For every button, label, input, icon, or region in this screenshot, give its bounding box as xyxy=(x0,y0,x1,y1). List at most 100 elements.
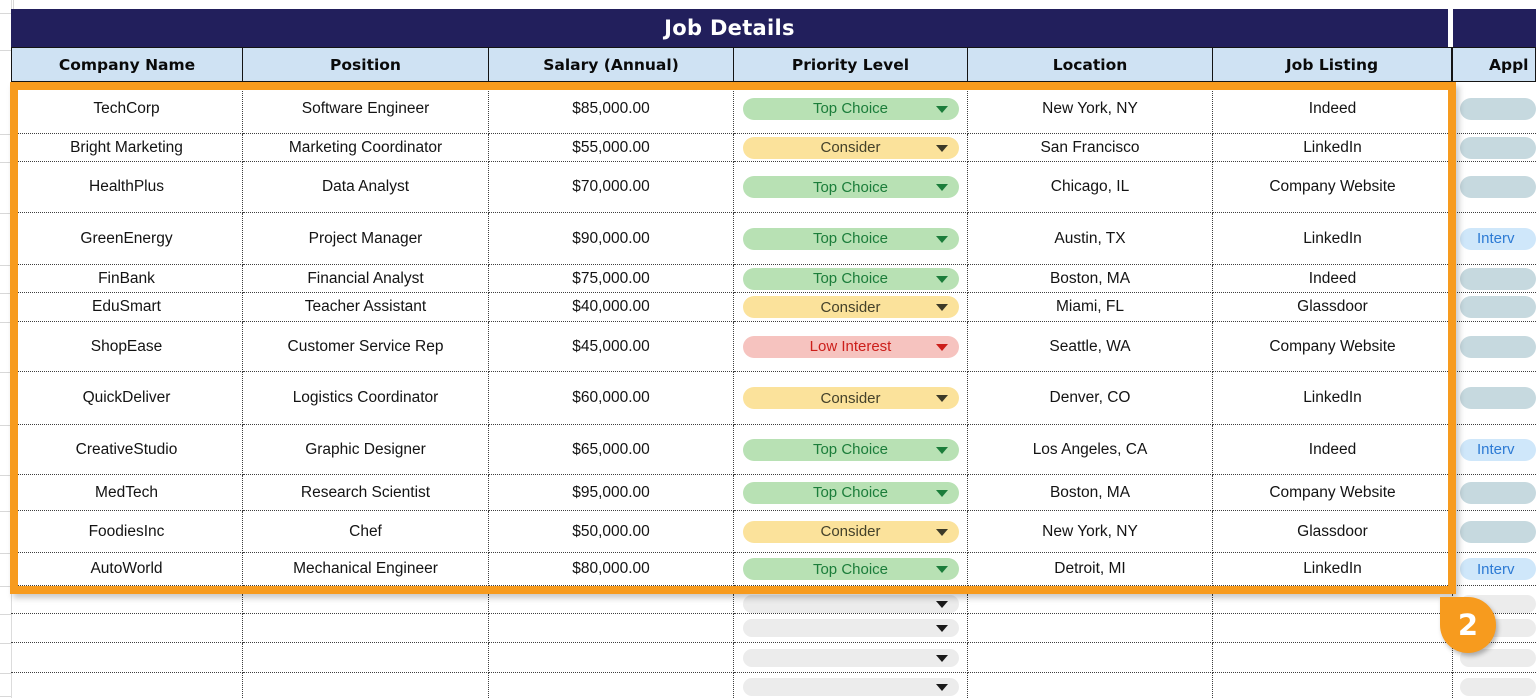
cell-salary[interactable]: $45,000.00 xyxy=(489,322,734,372)
priority-dropdown[interactable]: Consider xyxy=(742,387,959,409)
application-title-cell[interactable] xyxy=(1453,9,1536,47)
cell-position[interactable]: Research Scientist xyxy=(243,475,489,511)
cell-company[interactable]: MedTech xyxy=(11,475,243,511)
cell-priority[interactable]: Consider xyxy=(734,134,968,162)
cell-priority[interactable]: Top Choice xyxy=(734,162,968,213)
cell-salary[interactable]: $80,000.00 xyxy=(489,553,734,586)
cell-priority[interactable]: Top Choice xyxy=(734,265,968,293)
cell-job-listing[interactable]: LinkedIn xyxy=(1213,134,1452,162)
application-status-chip[interactable] xyxy=(1460,176,1536,198)
priority-dropdown[interactable] xyxy=(742,678,959,696)
priority-dropdown[interactable]: Top Choice xyxy=(742,558,959,580)
cell-location[interactable] xyxy=(968,643,1213,673)
cell-job-listing[interactable]: Indeed xyxy=(1213,265,1452,293)
cell-company[interactable]: TechCorp xyxy=(11,84,243,134)
application-status-chip[interactable] xyxy=(1460,648,1536,667)
cell-application-status[interactable] xyxy=(1452,293,1536,322)
cell-priority[interactable] xyxy=(734,643,968,673)
cell-priority[interactable] xyxy=(734,614,968,643)
cell-application-status[interactable]: Interv xyxy=(1452,553,1536,586)
column-header-priority-level[interactable]: Priority Level xyxy=(734,47,968,82)
cell-company[interactable]: Bright Marketing xyxy=(11,134,243,162)
cell-salary[interactable]: $70,000.00 xyxy=(489,162,734,213)
cell-salary[interactable] xyxy=(489,673,734,698)
cell-application-status[interactable] xyxy=(1452,673,1536,698)
cell-salary[interactable]: $50,000.00 xyxy=(489,511,734,553)
priority-dropdown[interactable]: Top Choice xyxy=(742,481,959,504)
priority-dropdown[interactable]: Top Choice xyxy=(742,267,959,290)
cell-priority[interactable]: Low Interest xyxy=(734,322,968,372)
cell-salary[interactable]: $40,000.00 xyxy=(489,293,734,322)
cell-salary[interactable] xyxy=(489,614,734,643)
cell-company[interactable]: FinBank xyxy=(11,265,243,293)
cell-position[interactable]: Software Engineer xyxy=(243,84,489,134)
cell-position[interactable] xyxy=(243,594,489,614)
cell-priority[interactable]: Top Choice xyxy=(734,425,968,475)
cell-priority[interactable] xyxy=(734,594,968,614)
priority-dropdown[interactable]: Top Choice xyxy=(742,97,959,120)
priority-dropdown[interactable] xyxy=(742,648,959,667)
cell-company[interactable] xyxy=(11,614,243,643)
cell-company[interactable] xyxy=(11,594,243,614)
cell-priority[interactable]: Top Choice xyxy=(734,84,968,134)
cell-position[interactable] xyxy=(243,614,489,643)
priority-dropdown[interactable] xyxy=(742,594,959,613)
cell-application-status[interactable] xyxy=(1452,265,1536,293)
cell-location[interactable]: Denver, CO xyxy=(968,372,1213,425)
cell-application-status[interactable] xyxy=(1452,475,1536,511)
priority-dropdown[interactable]: Top Choice xyxy=(742,438,959,461)
cell-position[interactable] xyxy=(243,643,489,673)
column-header-company-name[interactable]: Company Name xyxy=(11,47,243,82)
column-header-location[interactable]: Location xyxy=(968,47,1213,82)
cell-salary[interactable]: $75,000.00 xyxy=(489,265,734,293)
cell-location[interactable] xyxy=(968,594,1213,614)
cell-salary[interactable]: $60,000.00 xyxy=(489,372,734,425)
cell-salary[interactable]: $55,000.00 xyxy=(489,134,734,162)
application-status-chip[interactable] xyxy=(1460,520,1536,543)
cell-position[interactable]: Graphic Designer xyxy=(243,425,489,475)
application-status-chip[interactable] xyxy=(1460,267,1536,290)
cell-location[interactable]: Boston, MA xyxy=(968,265,1213,293)
cell-application-status[interactable] xyxy=(1452,643,1536,673)
cell-priority[interactable]: Consider xyxy=(734,372,968,425)
cell-salary[interactable]: $95,000.00 xyxy=(489,475,734,511)
application-status-chip[interactable] xyxy=(1460,97,1536,120)
cell-priority[interactable]: Top Choice xyxy=(734,475,968,511)
cell-position[interactable]: Customer Service Rep xyxy=(243,322,489,372)
cell-priority[interactable]: Consider xyxy=(734,293,968,322)
application-status-chip[interactable] xyxy=(1460,296,1536,318)
cell-location[interactable]: Austin, TX xyxy=(968,213,1213,265)
cell-position[interactable]: Logistics Coordinator xyxy=(243,372,489,425)
cell-position[interactable]: Project Manager xyxy=(243,213,489,265)
cell-job-listing[interactable]: Company Website xyxy=(1213,162,1452,213)
cell-position[interactable]: Data Analyst xyxy=(243,162,489,213)
cell-priority[interactable]: Consider xyxy=(734,511,968,553)
priority-dropdown[interactable]: Low Interest xyxy=(742,335,959,358)
cell-application-status[interactable] xyxy=(1452,372,1536,425)
cell-location[interactable] xyxy=(968,614,1213,643)
application-status-chip[interactable] xyxy=(1460,335,1536,358)
cell-priority[interactable]: Top Choice xyxy=(734,553,968,586)
cell-salary[interactable]: $65,000.00 xyxy=(489,425,734,475)
cell-location[interactable]: New York, NY xyxy=(968,84,1213,134)
priority-dropdown[interactable]: Consider xyxy=(742,136,959,159)
cell-location[interactable]: New York, NY xyxy=(968,511,1213,553)
cell-location[interactable]: Boston, MA xyxy=(968,475,1213,511)
cell-company[interactable]: ShopEase xyxy=(11,322,243,372)
cell-company[interactable]: GreenEnergy xyxy=(11,213,243,265)
cell-position[interactable]: Marketing Coordinator xyxy=(243,134,489,162)
priority-dropdown[interactable]: Consider xyxy=(742,296,959,318)
cell-salary[interactable]: $85,000.00 xyxy=(489,84,734,134)
cell-application-status[interactable] xyxy=(1452,511,1536,553)
cell-company[interactable] xyxy=(11,643,243,673)
cell-company[interactable]: AutoWorld xyxy=(11,553,243,586)
cell-company[interactable]: HealthPlus xyxy=(11,162,243,213)
column-header-job-listing[interactable]: Job Listing xyxy=(1213,47,1452,82)
application-status-chip[interactable] xyxy=(1460,481,1536,504)
cell-salary[interactable] xyxy=(489,594,734,614)
application-status-chip[interactable]: Interv xyxy=(1460,227,1536,250)
cell-location[interactable]: Seattle, WA xyxy=(968,322,1213,372)
cell-location[interactable]: Miami, FL xyxy=(968,293,1213,322)
cell-application-status[interactable] xyxy=(1452,84,1536,134)
cell-position[interactable]: Teacher Assistant xyxy=(243,293,489,322)
